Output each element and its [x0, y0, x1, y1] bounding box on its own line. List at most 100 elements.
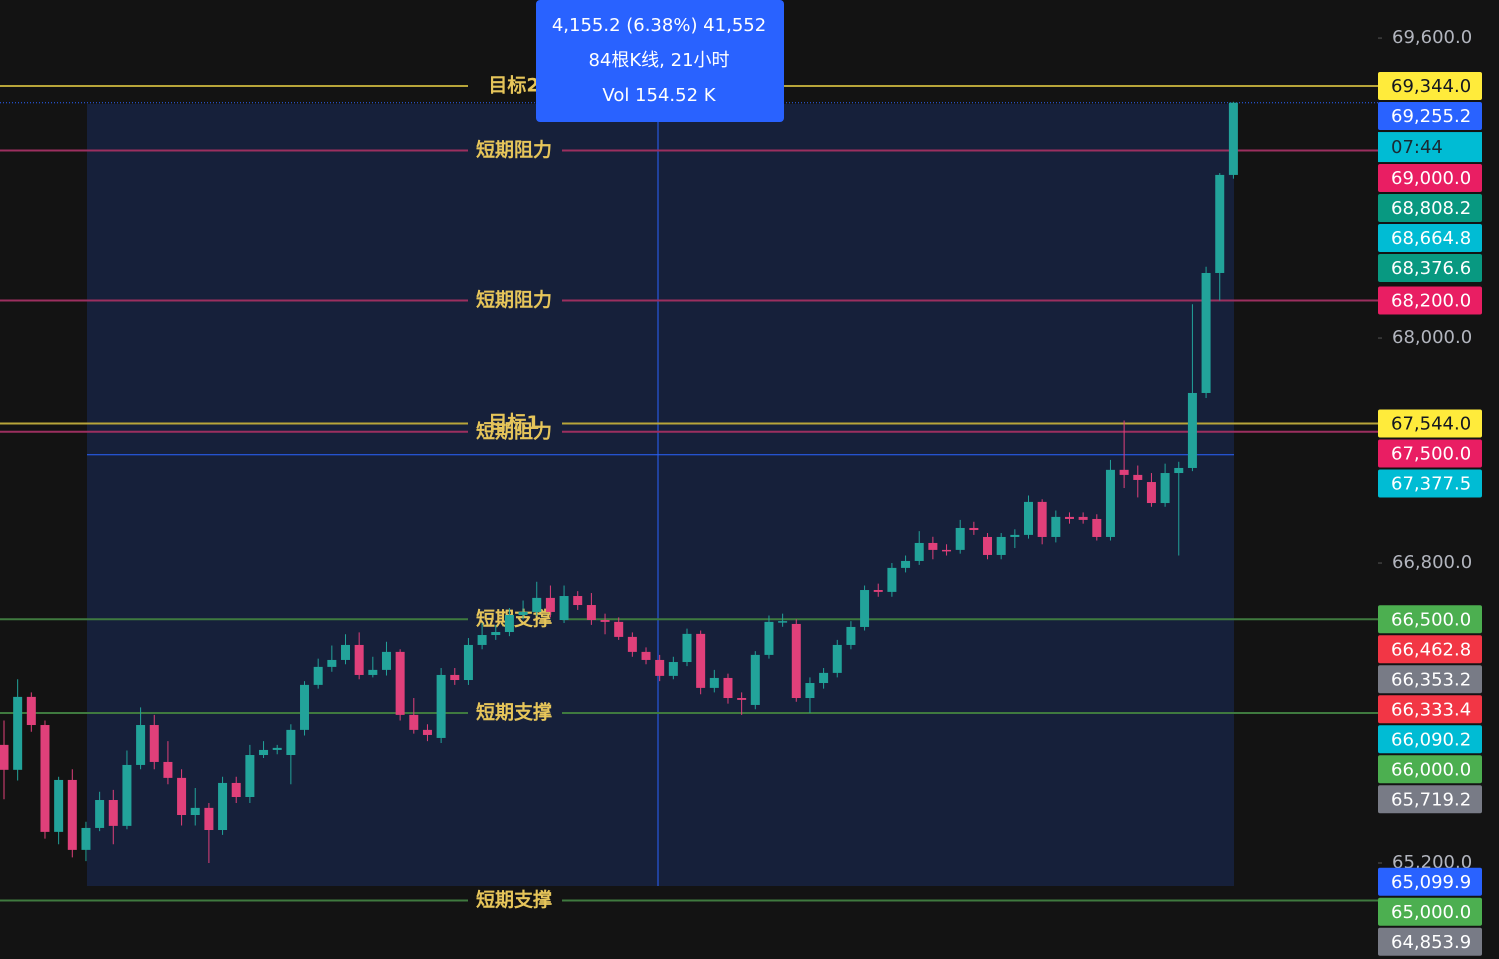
candle-body [819, 672, 829, 684]
candle-body [805, 683, 815, 699]
price-badge [1378, 286, 1482, 315]
price-badge [1378, 897, 1482, 926]
candle-body [286, 729, 296, 756]
candle-body [1051, 516, 1061, 537]
candle-body [696, 633, 706, 688]
candle-body [1187, 392, 1197, 468]
candle-body [436, 674, 446, 738]
price-badge [1378, 867, 1482, 896]
level-label: 短期支撑 [476, 607, 552, 630]
candle-body [600, 620, 610, 622]
price-badge [1378, 695, 1482, 724]
candle-body [641, 651, 651, 660]
price-badge-label: 65,719.2 [1391, 789, 1471, 810]
candle-body [1092, 518, 1102, 537]
candle-body [54, 779, 64, 832]
candle-body [95, 800, 105, 828]
price-badge-label: 68,664.8 [1391, 228, 1471, 249]
candle-body [1228, 102, 1238, 175]
price-badge-label: 66,500.0 [1391, 609, 1471, 630]
candle-body [1160, 473, 1170, 504]
price-badge [1378, 927, 1482, 956]
candle-body [231, 782, 241, 798]
candle-body [381, 651, 391, 670]
price-badge [1378, 785, 1482, 814]
price-badge [1378, 635, 1482, 664]
price-badge-label: 67,377.5 [1391, 474, 1471, 495]
price-badge-label: 66,353.2 [1391, 669, 1471, 690]
candle-body [573, 596, 583, 606]
candle-body [1010, 534, 1020, 537]
price-badge-label: 64,853.9 [1391, 932, 1471, 953]
candle-body [586, 605, 596, 621]
countdown-badge [1378, 132, 1482, 163]
candle-body [1119, 469, 1129, 475]
candle-body [627, 636, 637, 652]
price-badge [1378, 102, 1482, 131]
candle-body [1064, 516, 1074, 519]
candle-body [504, 614, 514, 633]
level-label: 短期阻力 [476, 288, 552, 311]
candle-body [914, 542, 924, 561]
price-badge-label: 69,000.0 [1391, 168, 1471, 189]
price-badge-label: 65,099.9 [1391, 872, 1471, 893]
price-badge-label: 65,000.0 [1391, 902, 1471, 923]
price-badge [1378, 254, 1482, 283]
price-badge-label: 69,344.0 [1391, 76, 1471, 97]
candle-body [1105, 469, 1115, 537]
candle-body [177, 777, 187, 816]
candle-body [163, 761, 173, 778]
candle-body [518, 611, 528, 615]
level-label: 短期支撑 [476, 888, 552, 911]
candle-body [942, 549, 952, 552]
level-label: 目标2 [488, 75, 539, 97]
candle-body [354, 644, 364, 675]
candle-body [1024, 501, 1033, 535]
price-badge-label: 67,500.0 [1391, 444, 1471, 465]
candle-body [341, 644, 350, 660]
candle-body [832, 644, 842, 673]
tooltip-line: Vol 154.52 K [602, 85, 716, 106]
candle-body [682, 633, 692, 663]
price-badge-label: 66,333.4 [1391, 699, 1471, 720]
candle-body [1201, 272, 1211, 393]
candle-body [149, 725, 159, 762]
tooltip-line: 4,155.2 (6.38%) 41,552 [552, 15, 766, 36]
candle-body [709, 677, 719, 688]
y-tick-label: 68,000.0 [1392, 327, 1472, 348]
candle-body [245, 755, 255, 798]
candle-body [996, 536, 1006, 555]
tooltip: 4,155.2 (6.38%) 41,552 84根K线, 21小时 Vol 1… [536, 0, 784, 122]
candle-body [409, 714, 419, 730]
candle-body [860, 590, 870, 627]
candle-body [901, 560, 911, 568]
candle-body [750, 654, 760, 705]
price-badge [1378, 665, 1482, 694]
candle-body [791, 623, 801, 699]
candle-body [545, 597, 555, 612]
candle-body [368, 669, 378, 675]
price-badge [1378, 194, 1482, 223]
candle-body [846, 626, 856, 645]
candle-body [26, 696, 36, 726]
price-badge-label: 68,376.6 [1391, 258, 1471, 279]
level-label: 短期支撑 [476, 701, 552, 724]
level-label: 短期阻力 [476, 419, 552, 442]
candle-body [272, 747, 282, 750]
level-label: 目标1 [488, 412, 539, 434]
candle-body [450, 674, 460, 681]
candle-body [491, 632, 501, 636]
y-tick-label: 65,200.0 [1392, 852, 1472, 873]
candle-body [1146, 482, 1156, 504]
price-badge-label: 67,544.0 [1391, 414, 1471, 435]
price-badge [1378, 469, 1482, 498]
price-badge-label: 66,000.0 [1391, 759, 1471, 780]
level-label: 短期阻力 [476, 138, 552, 161]
candle-body [67, 779, 77, 850]
price-badge-label: 68,200.0 [1391, 291, 1471, 312]
measure-range [87, 104, 1234, 886]
candle-body [928, 542, 938, 550]
y-tick-label: 69,600.0 [1392, 27, 1472, 48]
candle-body [300, 684, 310, 730]
